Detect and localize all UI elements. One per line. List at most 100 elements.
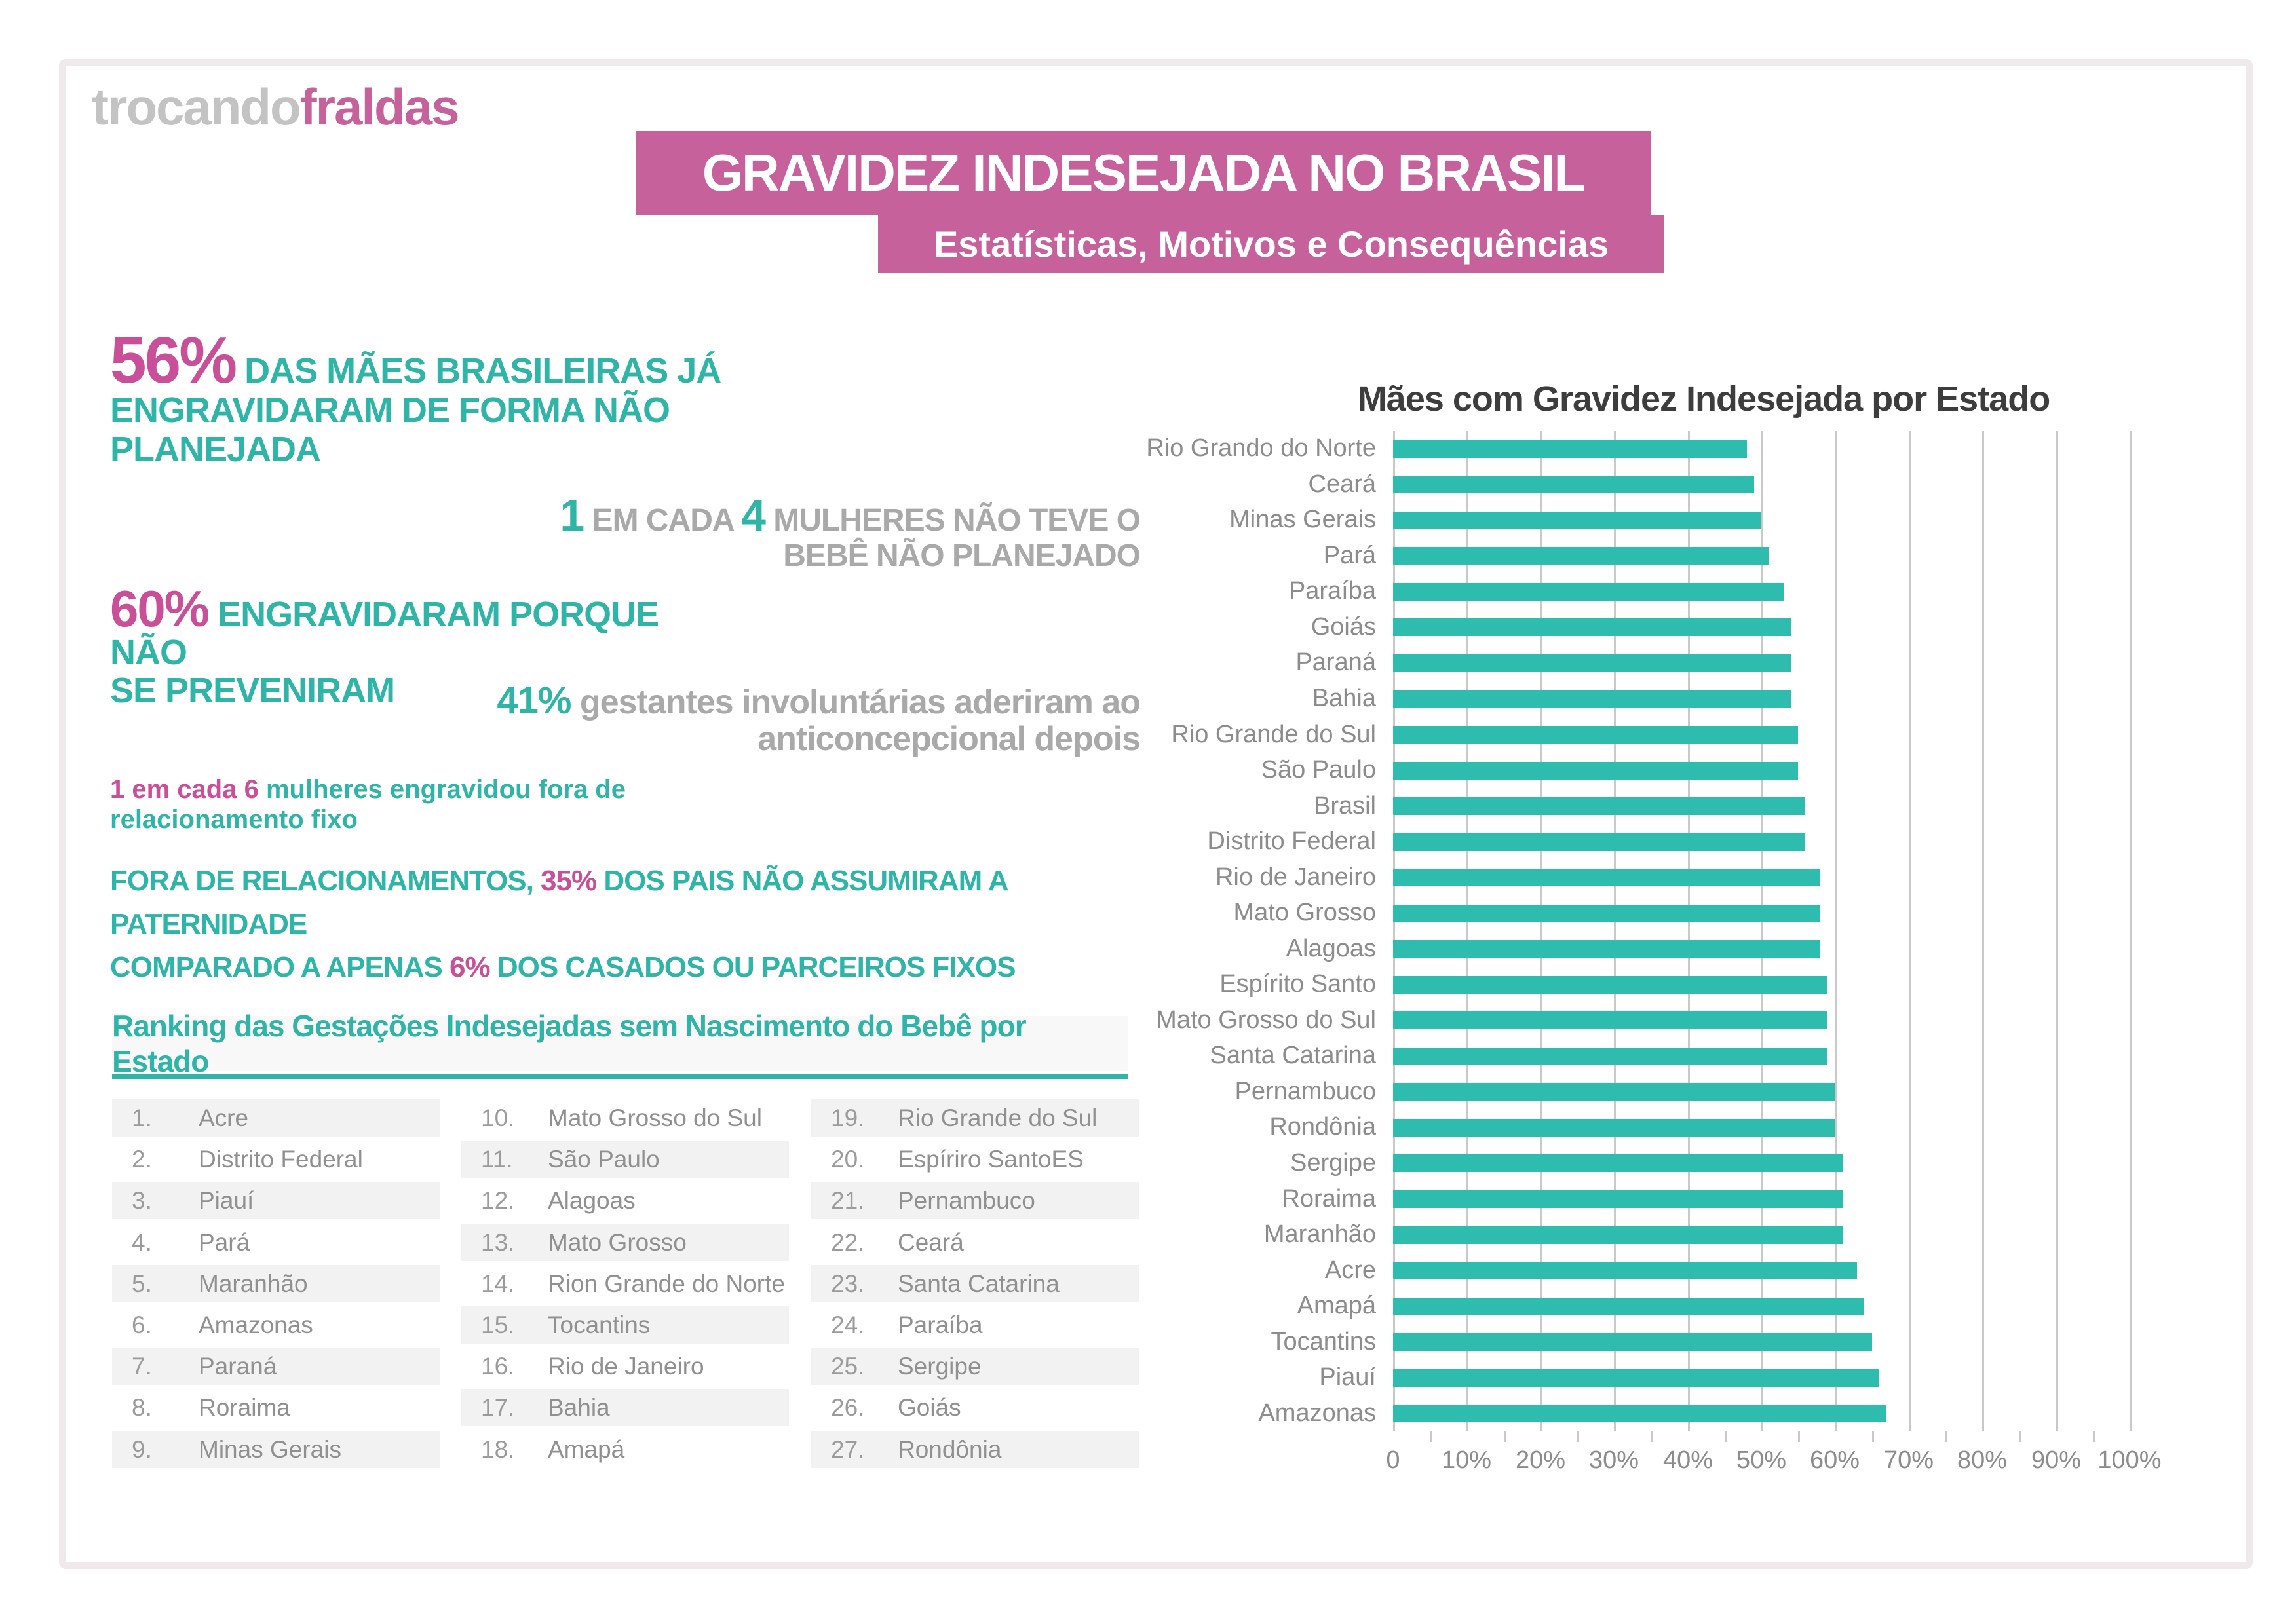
ranking-row: 21. Pernambuco <box>811 1182 1139 1219</box>
ranking-row: 24. Paraíba <box>811 1306 1139 1344</box>
chart-category-label: Bahia <box>1312 685 1376 712</box>
chart-category-label: Minas Gerais <box>1229 506 1376 533</box>
chart-bar <box>1393 797 1805 815</box>
x-axis-tick-label: 50% <box>1736 1446 1787 1474</box>
chart-title-text: Mães com Gravidez Indesejada por Estado <box>1357 379 2050 419</box>
chart-gridline <box>1540 431 1542 1431</box>
page-subtitle: Estatísticas, Motivos e Consequências <box>933 223 1609 265</box>
ranking-state-name: Paraíba <box>898 1311 983 1338</box>
logo-part-fraldas: fraldas <box>299 78 460 136</box>
stat-41-percent: 41% gestantes involuntárias aderiram ao … <box>459 682 1141 758</box>
chart-bar <box>1393 1226 1843 1244</box>
ranking-position: 15. <box>481 1311 515 1338</box>
ranking-title-underline <box>112 1074 1128 1079</box>
stat-56-line3: PLANEJADA <box>110 430 321 469</box>
ranking-position: 2. <box>132 1145 152 1173</box>
chart-category-label: Mato Grosso <box>1233 899 1376 926</box>
stat-1in6-line1: mulheres engravidou fora de <box>265 775 626 804</box>
axis-minor-tick <box>2019 1431 2021 1442</box>
ranking-state-name: Roraima <box>199 1393 290 1421</box>
ranking-state-name: Alagoas <box>548 1186 636 1214</box>
ranking-position: 10. <box>481 1104 515 1131</box>
paternity-pct1: 35% <box>541 865 597 897</box>
stat-41-line2: anticoncepcional depois <box>757 720 1141 758</box>
chart-bar <box>1393 1083 1835 1101</box>
chart-category-label: Mato Grosso do Sul <box>1156 1006 1376 1034</box>
chart-gridline <box>1614 431 1616 1431</box>
chart-bar <box>1393 1190 1843 1208</box>
chart-bar <box>1393 690 1791 708</box>
stat-60-line1: ENGRAVIDARAM PORQUE NÃO <box>110 595 659 672</box>
trocando-fraldas-logo: trocandofraldas <box>92 77 460 137</box>
axis-minor-tick <box>1872 1431 1874 1442</box>
chart-category-label: Amazonas <box>1258 1399 1376 1427</box>
chart-bar <box>1393 940 1820 958</box>
ranking-state-name: Mato Grosso do Sul <box>548 1104 762 1131</box>
x-axis-tick-label: 40% <box>1662 1446 1713 1474</box>
chart-gridline <box>1688 431 1690 1431</box>
ranking-state-name: Espíriro SantoES <box>898 1145 1084 1173</box>
stat-56-number: 56% <box>110 324 237 397</box>
chart-bar <box>1393 833 1805 851</box>
chart-category-label: Rio Grando do Norte <box>1146 434 1376 462</box>
ranking-row: 6. Amazonas <box>112 1306 440 1344</box>
chart-category-label: Ceará <box>1308 470 1377 498</box>
chart-category-label: Sergipe <box>1290 1149 1376 1177</box>
ranking-row: 16. Rio de Janeiro <box>461 1348 789 1385</box>
ranking-position: 26. <box>831 1393 865 1421</box>
chart-category-label: São Paulo <box>1261 756 1376 784</box>
chart-category-label: Acre <box>1324 1256 1376 1284</box>
chart-bar <box>1393 654 1791 672</box>
chart-category-label: Amapá <box>1297 1292 1376 1319</box>
ranking-table-title: Ranking das Gestações Indesejadas sem Na… <box>112 1009 1128 1078</box>
ranking-state-name: Rio Grande do Sul <box>898 1104 1098 1131</box>
ranking-row: 22. Ceará <box>811 1224 1139 1261</box>
chart-title: Mães com Gravidez Indesejada por Estado <box>1311 379 2097 419</box>
stat-1in4-tail: MULHERES NÃO TEVE O <box>773 503 1141 538</box>
ranking-row: 8. Roraima <box>112 1389 440 1426</box>
ranking-state-name: Rion Grande do Norte <box>548 1270 785 1297</box>
paternity-part2: DOS PAIS NÃO ASSUMIRAM A PATERNIDADE <box>110 865 1008 940</box>
chart-category-label: Piauí <box>1319 1363 1376 1391</box>
chart-gridline <box>1393 431 1395 1431</box>
axis-minor-tick <box>1945 1431 1947 1442</box>
chart-bar <box>1393 547 1769 565</box>
paternity-pct2: 6% <box>450 951 491 983</box>
chart-gridline <box>1466 431 1468 1431</box>
stat-1in4-num2: 4 <box>741 491 766 540</box>
chart-bar <box>1393 1119 1835 1137</box>
chart-category-label: Santa Catarina <box>1210 1042 1377 1069</box>
ranking-state-name: Amapá <box>548 1435 625 1463</box>
ranking-position: 20. <box>831 1145 865 1173</box>
chart-gridline <box>1835 431 1837 1431</box>
chart-gridline <box>2130 431 2132 1431</box>
ranking-row: 9. Minas Gerais <box>112 1431 440 1468</box>
axis-minor-tick <box>1798 1431 1800 1442</box>
chart-category-label: Rio Grande do Sul <box>1171 721 1376 748</box>
chart-category-label: Paraná <box>1295 649 1376 676</box>
ranking-position: 13. <box>481 1228 515 1256</box>
ranking-position: 27. <box>831 1435 865 1463</box>
stat-one-in-six: 1 em cada 6 mulheres engravidou fora de … <box>110 774 700 835</box>
ranking-state-name: Rondônia <box>898 1435 1002 1463</box>
subtitle-banner: Estatísticas, Motivos e Consequências <box>878 215 1664 273</box>
chart-category-label: Rio de Janeiro <box>1215 863 1376 891</box>
x-axis-tick-label: 70% <box>1883 1446 1934 1474</box>
chart-category-label: Distrito Federal <box>1207 827 1376 855</box>
ranking-row: 19. Rio Grande do Sul <box>811 1099 1139 1137</box>
chart-bar <box>1393 905 1820 922</box>
ranking-row: 27. Rondônia <box>811 1431 1139 1468</box>
chart-category-label: Pernambuco <box>1234 1078 1376 1105</box>
chart-bar <box>1393 1048 1827 1065</box>
ranking-state-name: Maranhão <box>199 1270 308 1297</box>
ranking-row: 20. Espíriro SantoES <box>811 1141 1139 1178</box>
axis-minor-tick <box>1430 1431 1432 1442</box>
paternity-part3: COMPARADO A APENAS <box>110 951 443 983</box>
ranking-position: 11. <box>481 1145 513 1173</box>
ranking-row: 15. Tocantins <box>461 1306 789 1344</box>
axis-minor-tick <box>1651 1431 1653 1442</box>
chart-category-label: Roraima <box>1282 1185 1376 1213</box>
stat-56-line2: ENGRAVIDARAM DE FORMA NÃO <box>110 390 670 430</box>
ranking-position: 5. <box>132 1270 152 1297</box>
ranking-row: 4. Pará <box>112 1224 440 1261</box>
